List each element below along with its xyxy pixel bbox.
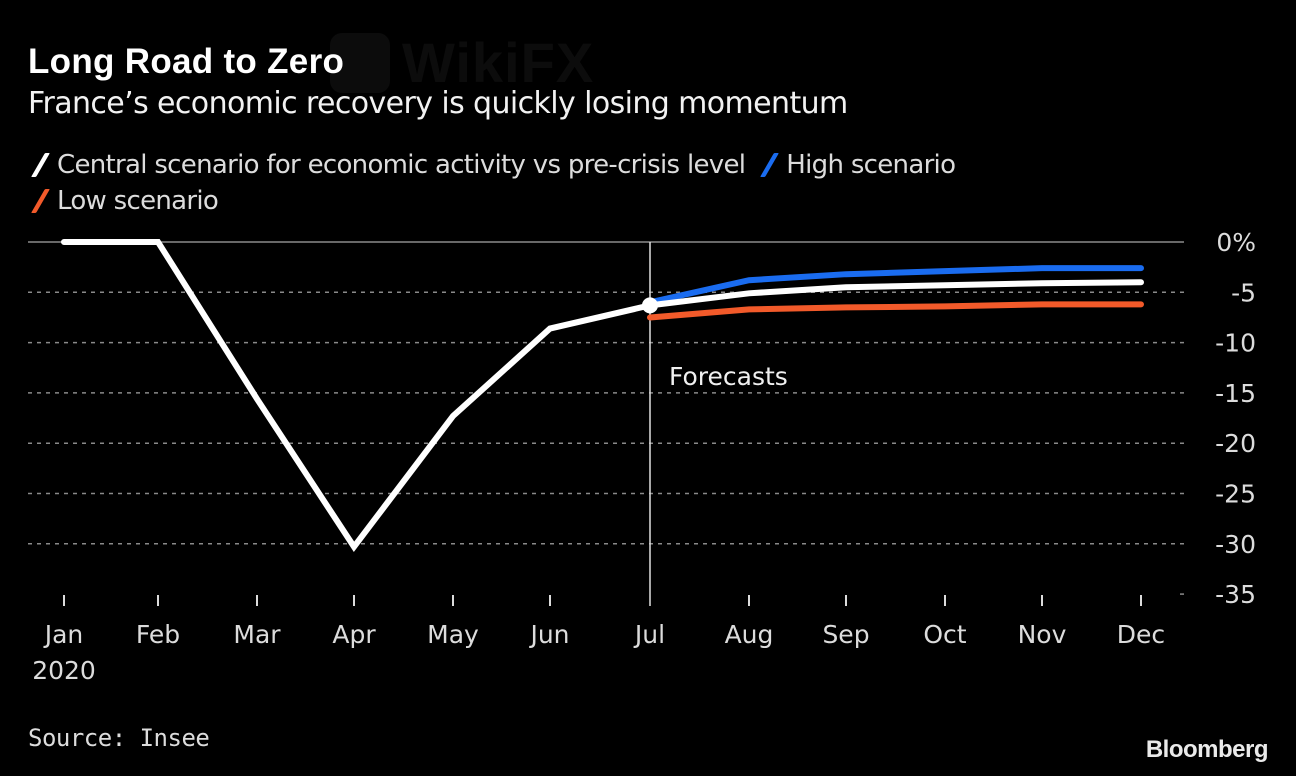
y-tick-label: -35 — [1215, 580, 1256, 609]
legend-label-low: Low scenario — [57, 186, 219, 216]
x-tick-label: Jun — [528, 620, 569, 649]
x-tick-label: May — [427, 620, 479, 649]
watermark-text: WikiFX — [402, 31, 595, 94]
y-axis: 0% -5 -10 -15 -20 -25 -30 -35 — [1215, 228, 1256, 609]
legend-item-low: Low scenario — [28, 186, 219, 216]
x-tick-label: Jan — [43, 620, 84, 649]
x-tick-label: Oct — [923, 620, 966, 649]
x-tick-label: Dec — [1117, 620, 1165, 649]
series-lines — [61, 239, 1144, 553]
legend-item-central: Central scenario for economic activity v… — [28, 150, 746, 180]
x-tick-label: Aug — [725, 620, 774, 649]
forecast-label: Forecasts — [669, 362, 788, 391]
y-tick-label: -30 — [1215, 530, 1256, 559]
source-note: Source: Insee — [28, 724, 210, 752]
legend-item-high: High scenario — [757, 150, 956, 180]
x-year-label: 2020 — [32, 656, 96, 685]
y-tick-label: -15 — [1215, 379, 1256, 408]
chart-subtitle: France’s economic recovery is quickly lo… — [28, 86, 848, 121]
forecast-start-marker — [642, 297, 658, 314]
y-tick-label: -5 — [1231, 278, 1256, 307]
legend-label-central: Central scenario for economic activity v… — [57, 150, 746, 180]
x-axis: Jan Feb Mar Apr May Jun Jul Aug Sep Oct Nov Dec 2020 — [32, 595, 1165, 685]
x-tick-label: Feb — [136, 620, 180, 649]
x-tick-label: Sep — [822, 620, 869, 649]
x-tick-label: Nov — [1018, 620, 1067, 649]
y-tick-label: -20 — [1215, 429, 1256, 458]
low-scenario-line — [647, 301, 1144, 321]
legend-row-2: Low scenario — [28, 186, 230, 216]
x-tick-label: Apr — [332, 620, 376, 649]
legend-row-1: Central scenario for economic activity v… — [28, 150, 967, 180]
watermark: WikiFX — [330, 30, 594, 95]
gridlines — [28, 241, 1184, 595]
chart-title: Long Road to Zero — [28, 42, 345, 81]
y-tick-label: 0% — [1216, 228, 1256, 257]
x-tick-label: Mar — [233, 620, 281, 649]
y-tick-label: -10 — [1215, 329, 1256, 358]
legend-label-high: High scenario — [786, 150, 956, 180]
y-tick-label: -25 — [1215, 480, 1256, 509]
x-tick-label: Jul — [633, 620, 665, 649]
central-scenario-line — [61, 239, 1144, 553]
high-scenario-line — [647, 265, 1144, 306]
watermark-badge-icon — [330, 32, 390, 93]
bloomberg-logo: Bloomberg — [1145, 736, 1269, 763]
